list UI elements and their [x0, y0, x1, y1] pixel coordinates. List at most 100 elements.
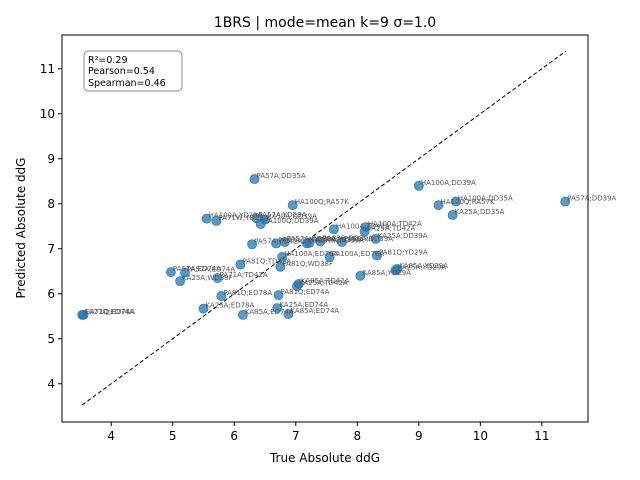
point-label: KA25A;WD38F — [182, 274, 233, 282]
data-point — [560, 196, 571, 207]
data-point — [249, 174, 260, 184]
x-tick-label: 5 — [169, 429, 177, 443]
data-point — [361, 222, 371, 233]
point-label: KA85A;ED74A — [290, 307, 339, 315]
data-point — [355, 270, 366, 281]
data-point — [370, 233, 381, 244]
point-label: HA100A;DD39A — [421, 179, 476, 187]
point-label: PA57A;TD42A — [254, 237, 302, 245]
point-label: PA57A;ED74A — [187, 266, 235, 274]
y-tick-label: 5 — [47, 332, 55, 346]
y-tick-label: 11 — [40, 62, 55, 76]
data-point — [235, 259, 246, 270]
y-tick-label: 8 — [47, 197, 55, 211]
point-label: PA57A;DD39A — [278, 236, 327, 244]
x-tick-label: 6 — [230, 429, 238, 443]
point-label: KA85A;TD42A — [301, 277, 350, 285]
point-label: KA25A;ED74A — [279, 301, 328, 309]
y-tick-label: 4 — [47, 377, 55, 391]
point-label: KA85A;ED74A — [245, 308, 294, 316]
x-tick-label: 8 — [353, 429, 361, 443]
data-point — [78, 309, 89, 320]
point-label: HA100Q;RA57K — [441, 198, 496, 206]
plot-frame — [61, 34, 589, 423]
y-tick-label: 10 — [40, 107, 55, 121]
y-tick-label: 9 — [47, 152, 55, 166]
point-label: HA100A;TD42A — [336, 222, 390, 230]
data-point — [413, 180, 424, 191]
stats-r2: R²=0.29 — [88, 55, 128, 66]
data-point — [175, 276, 186, 287]
point-label: PA81Q;ED78A — [223, 289, 272, 297]
data-point — [293, 278, 304, 289]
point-label: KA25A;DD35A — [455, 208, 505, 216]
point-label: RA59A;DD39A — [267, 213, 317, 221]
data-point — [447, 210, 458, 220]
data-point — [237, 309, 248, 320]
data-point — [212, 273, 223, 283]
point-label: PA71W;YD29A — [218, 214, 268, 222]
stats-spearman: Spearman=0.46 — [88, 78, 166, 89]
x-tick-label: 4 — [107, 429, 115, 443]
x-tick-label: 10 — [473, 429, 488, 443]
point-label: EA71Q;ED74A — [86, 308, 136, 316]
data-point — [279, 237, 290, 247]
diagonal-reference-line — [82, 50, 567, 406]
point-label: PA57A;DD35A — [257, 172, 306, 180]
y-tick-label: 7 — [47, 242, 55, 256]
point-label: PA57A;ED74A — [173, 265, 221, 273]
point-label: EA71Q;ED74A — [84, 308, 134, 316]
point-label: HA100A;ED76A — [284, 250, 338, 258]
point-label: HA100A;DD35A — [458, 195, 513, 203]
x-tick-label: 9 — [415, 429, 423, 443]
point-label: PA57A;DD39A — [567, 195, 616, 203]
data-point — [216, 291, 227, 301]
data-point — [273, 290, 284, 300]
plot-area: EA71Q;ED74AEA71Q;ED74APA57A;ED74AKA25A;W… — [77, 50, 617, 406]
data-point — [198, 303, 209, 314]
point-label: PA81Q;WD38F — [282, 260, 333, 268]
data-point — [247, 239, 257, 250]
point-label: KA25A;DD39A — [378, 232, 428, 240]
point-label: PA81Q;ED74A — [281, 288, 330, 296]
x-axis-label: True Absolute ddG — [269, 451, 380, 465]
data-point — [283, 309, 294, 319]
data-point — [260, 214, 270, 225]
data-point — [329, 224, 339, 235]
point-label: HA100A;TD42A — [368, 220, 422, 228]
data-point — [287, 200, 298, 210]
y-axis-label: Predicted Absolute ddG — [14, 158, 28, 299]
point-label: PA57A;DD39A — [287, 235, 336, 243]
x-tick-label: 7 — [292, 429, 300, 443]
data-point — [201, 213, 212, 224]
data-point — [165, 267, 176, 278]
stats-box: R²=0.29 Pearson=0.54 Spearman=0.46 — [83, 50, 183, 92]
data-point — [272, 303, 283, 314]
axis-ticks: 4 5 6 7 8 9 10 11 4 5 6 7 8 9 10 11 — [40, 62, 550, 443]
data-point — [211, 215, 222, 226]
point-label: PA57A;DD39A — [311, 236, 360, 244]
point-label: PA57A;YD29A — [258, 211, 306, 219]
point-label: HA100Q;RA57K — [295, 198, 350, 206]
point-label: PA71A;TD42A — [220, 271, 268, 279]
point-label: HA100A;DD39A — [309, 236, 364, 244]
point-label: HA100A;YD29A — [209, 212, 263, 220]
data-point — [275, 261, 286, 272]
point-label: HA100Q;DD39A — [263, 217, 319, 225]
point-label: PA81Q;TD42A — [242, 258, 291, 266]
stats-box-frame — [83, 50, 183, 92]
stats-pearson: Pearson=0.54 — [88, 66, 155, 77]
data-point — [337, 237, 347, 247]
point-label: KA25A;TD42A — [367, 225, 416, 233]
point-label: RA83Q;DD39A — [322, 235, 373, 243]
data-point — [433, 200, 444, 210]
data-point — [450, 196, 461, 207]
data-point — [392, 264, 403, 274]
point-label: PA81Q;YD29A — [379, 249, 428, 257]
point-label: PA59A;DD39A — [344, 235, 393, 243]
point-label: KA25A;ED78A — [205, 302, 254, 310]
point-label: KA25A;TD42A — [299, 279, 348, 287]
point-label: KA85A;YD29A — [362, 269, 411, 277]
y-tick-label: 6 — [47, 287, 55, 301]
